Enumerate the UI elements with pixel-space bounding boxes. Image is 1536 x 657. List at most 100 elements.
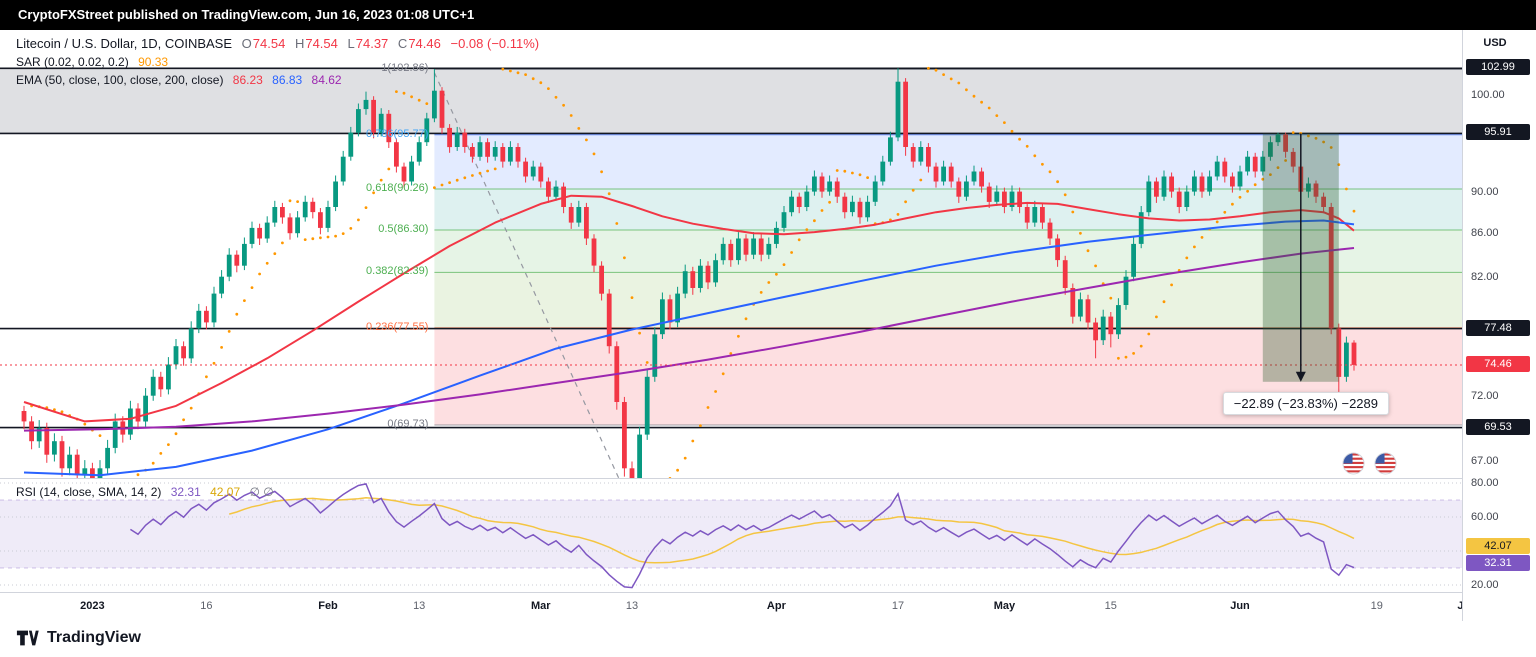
sar-label: SAR (0.02, 0.02, 0.2) xyxy=(16,55,129,69)
candle-body xyxy=(553,186,559,197)
candle-body xyxy=(1047,222,1053,239)
rsi-badge: 42.07 xyxy=(1466,538,1530,555)
attribution-text: CryptoFXStreet published on TradingView.… xyxy=(18,7,475,22)
candle-body xyxy=(447,127,452,148)
candle-body xyxy=(1268,142,1273,157)
candle-body xyxy=(204,310,209,323)
candle-body xyxy=(74,454,80,476)
ema200-value: 84.62 xyxy=(311,73,342,87)
candle-body xyxy=(1078,299,1083,317)
candle-body xyxy=(1207,176,1212,192)
us-flag-icon[interactable] xyxy=(1374,452,1397,475)
candle-body xyxy=(1192,176,1197,192)
fib-label: 0(69.73) xyxy=(387,417,429,430)
candle-body xyxy=(994,191,1000,202)
time-label: J xyxy=(1457,600,1462,612)
candle-body xyxy=(1131,243,1136,277)
candle-body xyxy=(272,207,278,223)
tradingview-logo-icon xyxy=(16,630,39,646)
pane-separator[interactable] xyxy=(0,478,1536,479)
open-value: 74.54 xyxy=(252,36,286,51)
candle-body xyxy=(44,428,50,455)
candle-body xyxy=(1344,342,1349,377)
candle-body xyxy=(865,201,870,218)
price-tick: 86.00 xyxy=(1471,227,1499,240)
candle-body xyxy=(348,132,354,157)
candle-body xyxy=(1009,191,1015,207)
price-chart-pane[interactable]: Litecoin / U.S. Dollar, 1D, COINBASE O74… xyxy=(0,30,1462,478)
fib-zone xyxy=(434,188,1462,231)
price-tick: 82.00 xyxy=(1471,270,1499,283)
candle-body xyxy=(333,181,338,207)
candle-body xyxy=(728,243,734,261)
candle-body xyxy=(477,142,483,157)
candle-body xyxy=(82,468,88,476)
ema-line[interactable] xyxy=(23,219,1355,477)
rsi-legend[interactable]: RSI (14, close, SMA, 14, 2) 32.31 42.07 … xyxy=(16,483,274,501)
time-axis[interactable]: 2023 16 Feb 13 Mar 13 Apr 17 May 15 Jun 19 J xyxy=(0,593,1462,620)
candle-body xyxy=(1214,161,1220,177)
rsi-chart[interactable] xyxy=(0,480,1462,592)
symbol-legend-row[interactable]: Litecoin / U.S. Dollar, 1D, COINBASE O74… xyxy=(16,35,539,53)
fib-zone xyxy=(434,134,1462,189)
candle-body xyxy=(622,402,627,469)
candle-body xyxy=(926,147,931,167)
rs i-indicator-pane[interactable]: RSI (14, close, SMA, 14, 2) 32.31 42.07 … xyxy=(0,480,1462,592)
candlestick-chart[interactable] xyxy=(0,30,1462,478)
trendline[interactable] xyxy=(433,72,624,478)
candle-body xyxy=(652,334,658,377)
candle-body xyxy=(971,171,977,182)
candle-body xyxy=(508,147,513,162)
tradingview-brand[interactable]: TradingView xyxy=(16,628,141,648)
attribution-bar: CryptoFXStreet published on TradingView.… xyxy=(0,0,1536,30)
candle-body xyxy=(196,310,202,329)
price-tick: 90.00 xyxy=(1471,185,1499,198)
axis-separator xyxy=(0,592,1536,593)
close-label: C xyxy=(397,36,408,51)
symbol-title: Litecoin / U.S. Dollar, 1D, COINBASE xyxy=(16,36,233,51)
candle-body xyxy=(584,207,589,239)
candle-body xyxy=(416,142,422,162)
candle-body xyxy=(1351,342,1357,365)
rsi-badge: 32.31 xyxy=(1466,555,1530,572)
candle-body xyxy=(979,171,984,187)
candle-body xyxy=(880,161,886,182)
price-badge: 95.91 xyxy=(1466,124,1530,141)
ema50-value: 86.23 xyxy=(232,73,263,87)
candle-body xyxy=(1306,183,1311,192)
measure-annotation-label[interactable]: −22.89 (−23.83%) −2289 xyxy=(1222,391,1389,415)
candle-body xyxy=(1290,151,1296,167)
rsi-tick: 80.00 xyxy=(1471,477,1499,489)
currency-label: USD xyxy=(1483,37,1507,49)
chart-legend: Litecoin / U.S. Dollar, 1D, COINBASE O74… xyxy=(16,35,539,89)
high-label: H xyxy=(294,36,305,51)
candle-body xyxy=(1138,212,1144,244)
candle-body xyxy=(948,166,954,182)
rsi-tick: 60.00 xyxy=(1471,511,1499,523)
candle-body xyxy=(644,376,650,435)
ema100-value: 86.83 xyxy=(272,73,303,87)
candle-body xyxy=(378,113,384,133)
us-flag-icon[interactable] xyxy=(1342,452,1365,475)
candle-body xyxy=(629,468,635,478)
candle-body xyxy=(736,238,741,261)
candle-body xyxy=(842,196,848,213)
candle-body xyxy=(1222,161,1228,177)
candle-body xyxy=(318,212,323,228)
fib-zone xyxy=(434,230,1462,273)
ema-line[interactable] xyxy=(23,194,1355,423)
candle-body xyxy=(1336,328,1342,377)
ema-legend-row[interactable]: EMA (50, close, 100, close, 200, close) … xyxy=(16,71,539,89)
candle-body xyxy=(310,201,316,213)
time-label: 13 xyxy=(413,600,426,612)
candle-body xyxy=(52,441,57,455)
ema-line[interactable] xyxy=(23,247,1355,432)
candle-body xyxy=(234,254,240,266)
candle-body xyxy=(1070,288,1076,317)
candle-body xyxy=(1260,156,1266,172)
candle-body xyxy=(751,238,756,255)
sar-legend-row[interactable]: SAR (0.02, 0.02, 0.2) 90.33 xyxy=(16,53,539,71)
candle-body xyxy=(1161,176,1167,197)
price-axis[interactable]: USD 100.00 90.00 86.00 82.00 72.00 67.00 102.9… xyxy=(1462,30,1536,621)
time-label: Mar xyxy=(531,600,551,612)
